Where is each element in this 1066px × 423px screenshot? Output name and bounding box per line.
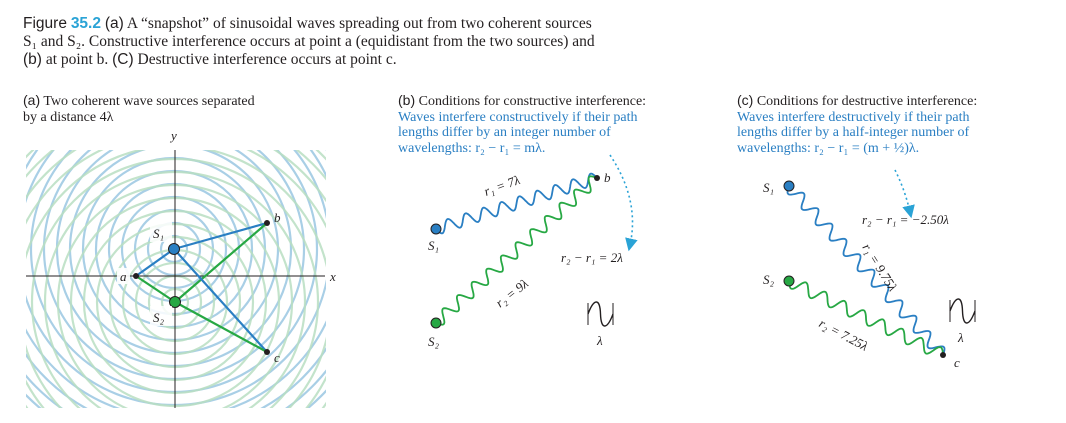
wave-r2-destructive bbox=[788, 280, 944, 356]
source-s1-dot bbox=[168, 243, 180, 255]
panel-c-tag: (c) bbox=[737, 92, 754, 108]
wavelength-icon-c bbox=[949, 298, 976, 324]
arrow-c bbox=[894, 169, 915, 219]
panel-c-diagram: S₁ S₂ c r₂ − r₁ = −2.50λ r₁ = 9.75λ r₂ =… bbox=[763, 169, 976, 370]
wavefront-ring bbox=[0, 68, 409, 423]
panel-c-blue-line2: lengths differ by a half-integer number … bbox=[737, 125, 970, 140]
path-s2-b bbox=[174, 222, 268, 303]
figure-number: 35.2 bbox=[70, 15, 101, 32]
point-a-label: a bbox=[120, 269, 127, 284]
path-s1-a bbox=[135, 248, 175, 277]
source-s1-b-dot bbox=[430, 223, 442, 235]
panel-c-title-text: Conditions for destructive interference: bbox=[756, 94, 978, 109]
source-s2-b-dot bbox=[430, 317, 442, 329]
r2-label-c: r₂ = 7.25λ bbox=[817, 315, 871, 353]
x-axis-label: x bbox=[329, 269, 336, 284]
panel-b-title: (b) Conditions for constructive interfer… bbox=[398, 92, 728, 156]
caption-tag-b: (b) bbox=[23, 51, 42, 68]
panel-a-tag: (a) bbox=[23, 92, 41, 108]
panel-b-tag: (b) bbox=[398, 92, 416, 108]
point-c-c-dot bbox=[940, 352, 946, 358]
wavefront-ring bbox=[0, 81, 396, 423]
caption-tag-c: (C) bbox=[112, 51, 134, 68]
panel-b-blue-line2: lengths differ by an integer number of bbox=[398, 125, 611, 140]
source-s1-c-dot bbox=[783, 180, 795, 192]
caption-line3-rest: at point b. bbox=[45, 51, 113, 68]
point-c-label-c: c bbox=[954, 355, 960, 370]
panel-a-title: (a) Two coherent wave sources separated … bbox=[23, 92, 353, 125]
point-c-dot bbox=[264, 349, 270, 355]
s1-label-b: S₁ bbox=[428, 238, 439, 253]
panel-b-blue-line3: wavelengths: r₂ − r₁ = mλ. bbox=[398, 140, 546, 156]
s2-label-b: S₂ bbox=[428, 334, 440, 349]
path-s1-b bbox=[173, 221, 268, 251]
point-b-b-dot bbox=[594, 175, 600, 181]
s2-label-a: S₂ bbox=[153, 310, 165, 325]
path-s1-c bbox=[173, 248, 268, 353]
panel-a-title-line2: by a distance 4λ bbox=[23, 109, 114, 125]
path-s2-a bbox=[135, 275, 176, 303]
wave-r1-destructive bbox=[786, 185, 946, 356]
caption-line1: A “snapshot” of sinusoidal waves spreadi… bbox=[126, 15, 592, 32]
source-s2-dot bbox=[169, 296, 181, 308]
s2-label-c: S₂ bbox=[763, 272, 775, 287]
panel-b-blue-line1: Waves interfere constructively if their … bbox=[398, 109, 638, 125]
s1-label-c: S₁ bbox=[763, 180, 774, 195]
r2-label-b: r₂ = 9λ bbox=[493, 276, 532, 311]
panel-b-diagram: S₁ S₂ b r₁ = 7λ r₂ = 9λ r₂ − r₁ = 2λ λ bbox=[428, 154, 638, 349]
caption-line3-end: Destructive interference occurs at point… bbox=[137, 51, 397, 68]
point-b-label-b: b bbox=[604, 170, 611, 185]
path-s2-c bbox=[174, 301, 268, 353]
panel-b-title-text: Conditions for constructive interference… bbox=[418, 94, 647, 109]
panel-a-title-line1: Two coherent wave sources separated bbox=[43, 94, 255, 109]
figure-word: Figure bbox=[23, 15, 67, 32]
diff-label-b: r₂ − r₁ = 2λ bbox=[561, 250, 623, 265]
caption-tag-a: (a) bbox=[104, 15, 124, 32]
caption-line2: S₁ and S₂. Constructive interference occ… bbox=[23, 33, 595, 50]
point-b-dot bbox=[264, 220, 270, 226]
lambda-label-b: λ bbox=[596, 333, 603, 348]
figure-caption: Figure 35.2 (a) A “snapshot” of sinusoid… bbox=[23, 15, 723, 69]
panel-a-wavefronts bbox=[0, 68, 409, 423]
wave-r1-constructive bbox=[435, 172, 598, 235]
lambda-label-c: λ bbox=[957, 330, 964, 345]
source-s2-c-dot bbox=[783, 275, 795, 287]
panel-c-blue-line3: wavelengths: r₂ − r₁ = (m + ½)λ. bbox=[737, 140, 920, 156]
y-axis-label: y bbox=[169, 128, 177, 143]
r1-label-b: r₁ = 7λ bbox=[482, 172, 522, 199]
wavelength-icon-b bbox=[587, 301, 614, 327]
point-c-label: c bbox=[274, 350, 280, 365]
wave-r2-constructive bbox=[435, 175, 598, 326]
point-a-dot bbox=[133, 273, 139, 279]
panel-a-paths bbox=[135, 221, 268, 353]
arrow-b bbox=[609, 154, 638, 252]
panel-c-title: (c) Conditions for destructive interfere… bbox=[737, 92, 1057, 156]
s1-label-a: S₁ bbox=[153, 226, 164, 241]
point-b-label: b bbox=[274, 210, 281, 225]
diff-label-c: r₂ − r₁ = −2.50λ bbox=[862, 212, 949, 227]
panel-c-blue-line1: Waves interfere destructively if their p… bbox=[737, 109, 970, 125]
